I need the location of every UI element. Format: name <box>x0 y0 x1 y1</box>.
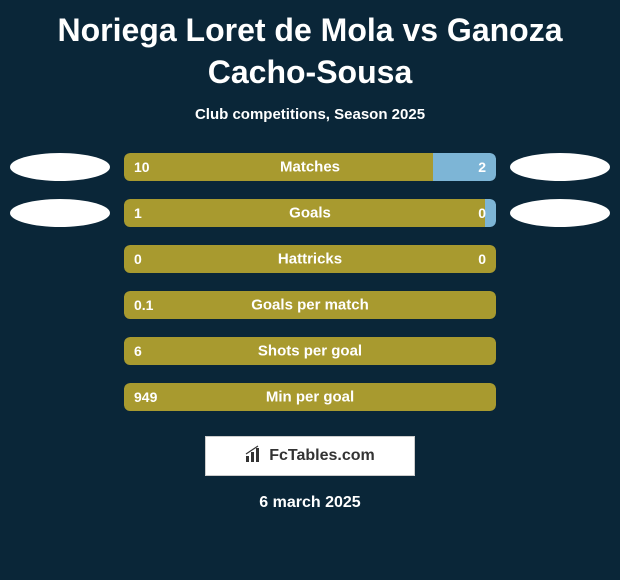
player-avatar-left <box>10 199 110 227</box>
stat-value-left: 6 <box>134 343 142 359</box>
date-text: 6 march 2025 <box>0 494 620 512</box>
stat-bar: 1 0 Goals <box>124 199 496 227</box>
spacer <box>10 291 110 319</box>
stat-bar: 949 Min per goal <box>124 383 496 411</box>
branding-box[interactable]: FcTables.com <box>205 436 415 476</box>
stat-value-right: 0 <box>478 251 486 267</box>
spacer <box>510 383 610 411</box>
stat-bar: 6 Shots per goal <box>124 337 496 365</box>
stat-label: Goals per match <box>251 297 369 314</box>
stat-value-left: 1 <box>134 205 142 221</box>
player-avatar-left <box>10 153 110 181</box>
player-avatar-right <box>510 199 610 227</box>
stat-bar: 0.1 Goals per match <box>124 291 496 319</box>
stat-value-right: 0 <box>478 205 486 221</box>
spacer <box>10 245 110 273</box>
stat-row: 6 Shots per goal <box>10 337 610 365</box>
stat-value-left: 10 <box>134 159 150 175</box>
player-avatar-right <box>510 153 610 181</box>
stat-label: Min per goal <box>266 389 354 406</box>
stat-value-left: 0 <box>134 251 142 267</box>
stat-value-right: 2 <box>478 159 486 175</box>
stat-label: Matches <box>280 159 340 176</box>
spacer <box>10 383 110 411</box>
bar-segment-right <box>485 199 496 227</box>
stat-label: Shots per goal <box>258 343 362 360</box>
page-title: Noriega Loret de Mola vs Ganoza Cacho-So… <box>0 0 620 98</box>
stat-value-left: 0.1 <box>134 297 153 313</box>
bar-segment-left <box>124 153 433 181</box>
spacer <box>510 245 610 273</box>
bar-segment-right <box>433 153 496 181</box>
stat-row: 0 0 Hattricks <box>10 245 610 273</box>
branding-text: FcTables.com <box>269 447 375 465</box>
spacer <box>10 337 110 365</box>
stat-bar: 10 2 Matches <box>124 153 496 181</box>
spacer <box>510 337 610 365</box>
stat-label: Hattricks <box>278 251 342 268</box>
spacer <box>510 291 610 319</box>
subtitle: Club competitions, Season 2025 <box>0 106 620 123</box>
stat-row: 0.1 Goals per match <box>10 291 610 319</box>
stat-bar: 0 0 Hattricks <box>124 245 496 273</box>
stats-container: 102Matches10Goals00Hattricks0.1Goals per… <box>0 153 620 411</box>
stat-row: 1 0 Goals <box>10 199 610 227</box>
stat-row: 949 Min per goal <box>10 383 610 411</box>
stat-value-left: 949 <box>134 389 157 405</box>
stat-row: 10 2 Matches <box>10 153 610 181</box>
stat-label: Goals <box>289 205 331 222</box>
chart-icon <box>245 445 263 468</box>
